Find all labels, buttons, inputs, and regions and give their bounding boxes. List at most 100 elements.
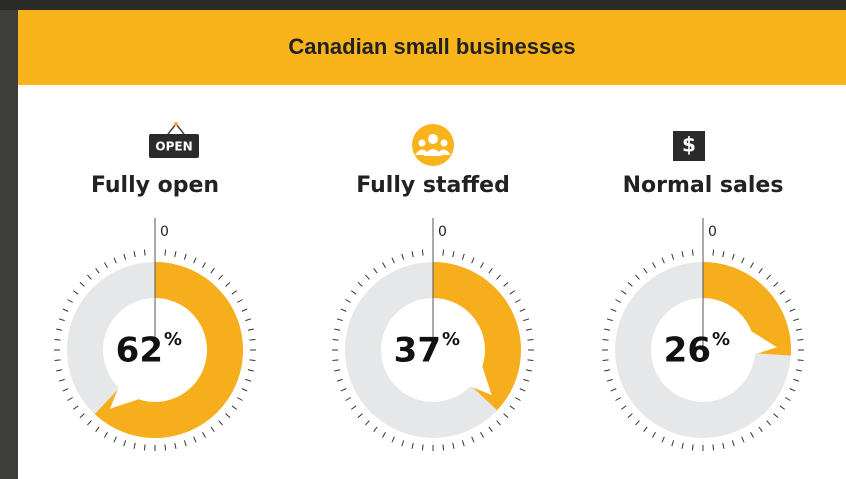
person-head <box>440 139 448 147</box>
dial-tick <box>202 262 206 268</box>
dial-tick <box>496 274 501 280</box>
dial-tick <box>365 274 370 280</box>
dial-tick <box>401 253 405 260</box>
dial-tick <box>604 328 611 331</box>
dial-tick <box>183 440 187 447</box>
dial-tick <box>231 405 238 410</box>
dial-tick <box>681 442 684 449</box>
value-label: 62 <box>116 331 163 371</box>
background-strip <box>0 0 846 10</box>
dial-tick <box>174 442 177 449</box>
dial-tick <box>336 318 343 322</box>
dial-tick <box>133 442 136 449</box>
dial-tick <box>779 405 786 410</box>
dial-tick <box>54 338 61 341</box>
dial-tick <box>143 249 146 256</box>
dial-tick <box>635 274 640 280</box>
dial-tick <box>615 299 621 303</box>
icon-text: $ <box>682 133 696 157</box>
dial-tick <box>604 369 611 372</box>
dial-tick <box>373 426 378 433</box>
dial-tick <box>509 290 516 295</box>
dial-tick <box>461 253 465 260</box>
dial-tick <box>452 442 455 449</box>
dial-tick <box>350 405 357 410</box>
dial-tick <box>382 432 386 438</box>
dial-tick <box>183 253 187 260</box>
dial-tick <box>773 282 779 287</box>
person-head <box>428 134 438 144</box>
dial-tick <box>503 413 509 418</box>
gauge-pointer <box>109 387 139 409</box>
dial-tick <box>95 426 100 433</box>
dial-tick <box>357 282 363 287</box>
dial-tick <box>503 282 509 287</box>
dial-tick <box>610 308 617 312</box>
chart-title: Fully open <box>91 173 219 198</box>
gauge-pointer <box>751 331 777 355</box>
people-badge <box>412 124 454 166</box>
dial-tick <box>62 388 69 392</box>
dial-tick <box>797 359 804 362</box>
dial-tick <box>643 267 648 274</box>
value-unit: % <box>442 329 460 350</box>
dial-tick <box>382 262 386 268</box>
dial-tick <box>133 251 136 258</box>
dial-tick <box>789 388 796 392</box>
dial-tick <box>731 440 735 447</box>
dial-tick <box>652 262 656 268</box>
person-head <box>418 139 426 147</box>
dial-tick <box>332 359 339 362</box>
dial-tick <box>661 257 665 264</box>
header-bar <box>18 10 846 85</box>
dial-tick <box>334 328 341 331</box>
dial-tick <box>606 318 613 322</box>
dial-tick <box>336 378 343 382</box>
dial-tick <box>95 267 100 274</box>
icon-text: OPEN <box>155 140 192 154</box>
dollar-icon <box>673 131 705 161</box>
dial-tick <box>671 440 675 447</box>
dial-tick <box>606 378 613 382</box>
dial-tick <box>515 397 521 401</box>
sign-nail <box>174 122 178 126</box>
dial-tick <box>461 440 465 447</box>
dial-tick <box>789 308 796 312</box>
dial-tick <box>509 405 516 410</box>
dial-tick <box>113 257 117 264</box>
dial-tick <box>164 444 167 451</box>
dial-tick <box>123 440 127 447</box>
chart-title: Normal sales <box>623 173 784 198</box>
dial-tick <box>627 282 633 287</box>
dial-tick <box>87 274 92 280</box>
dial-tick <box>56 328 63 331</box>
dial-tick <box>164 249 167 256</box>
dial-tick <box>525 328 532 331</box>
dial-tick <box>741 436 745 443</box>
dial-tick <box>193 257 197 264</box>
dial-tick <box>519 308 526 312</box>
dial-tick <box>357 413 363 418</box>
tick-label: 0 <box>708 224 717 240</box>
dial-tick <box>779 290 786 295</box>
dial-tick <box>527 338 534 341</box>
people-icon <box>412 124 454 166</box>
dial-tick <box>104 432 108 438</box>
value-label: 26 <box>664 331 711 371</box>
dial-tick <box>249 338 256 341</box>
gauge-pointer <box>470 366 492 396</box>
dial-tick <box>218 274 223 280</box>
dial-tick <box>237 397 243 401</box>
dial-tick <box>249 359 256 362</box>
dial-tick <box>610 388 617 392</box>
dial-tick <box>225 282 231 287</box>
dial-tick <box>442 444 445 451</box>
dial-tick <box>421 249 424 256</box>
dial-tick <box>452 251 455 258</box>
dial-tick <box>245 378 252 382</box>
dial-tick <box>67 397 73 401</box>
dial-tick <box>471 436 475 443</box>
dial-tick <box>72 405 79 410</box>
dial-tick <box>247 328 254 331</box>
